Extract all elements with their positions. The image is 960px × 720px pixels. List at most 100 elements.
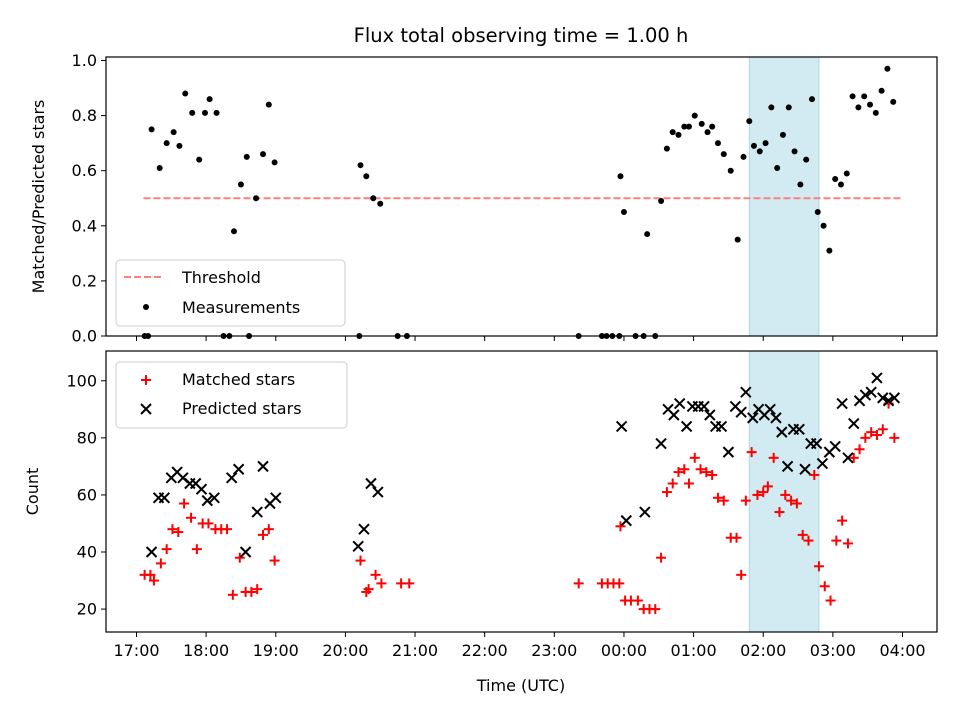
measurement-point <box>685 123 692 130</box>
matched-point <box>780 489 791 500</box>
matched-point <box>234 552 245 563</box>
matched-point <box>614 578 625 589</box>
predicted-point <box>715 420 728 433</box>
matched-point <box>813 561 824 572</box>
highlight-band <box>748 56 820 337</box>
x-tick-label: 23:00 <box>531 641 577 660</box>
measurement-point <box>768 104 775 111</box>
predicted-point <box>747 412 759 424</box>
y-tick-label: 60 <box>77 485 97 504</box>
matched-point <box>731 532 742 543</box>
matched-point <box>191 544 202 555</box>
measurement-point <box>884 65 891 72</box>
measurement-point <box>826 247 833 254</box>
matched-point <box>736 569 747 580</box>
legend-box <box>115 259 346 327</box>
matched-point <box>404 578 415 589</box>
predicted-series <box>145 372 901 558</box>
predicted-point <box>639 506 651 518</box>
legend-matched-label: Matched stars <box>182 370 295 389</box>
matched-point <box>573 578 584 589</box>
predicted-point <box>848 417 860 430</box>
measurement-point <box>803 156 810 163</box>
measurement-point <box>843 170 850 177</box>
predicted-point <box>195 483 208 495</box>
measurement-point <box>867 101 874 108</box>
matched-point <box>837 515 848 526</box>
measurement-point <box>176 142 183 149</box>
y-tick-label: 0.6 <box>72 161 97 180</box>
measurement-point <box>720 151 727 158</box>
predicted-point <box>655 437 667 450</box>
matched-point <box>167 524 178 535</box>
x-tick-label: 18:00 <box>183 641 229 660</box>
measurement-point <box>370 195 377 202</box>
legend-measurements-label: Measurements <box>182 298 300 317</box>
predicted-point <box>251 506 263 518</box>
x-axis-label: Time (UTC) <box>476 676 565 695</box>
legend-measurements-marker <box>143 304 149 310</box>
y-tick-label: 100 <box>66 371 97 390</box>
matched-point <box>179 498 190 509</box>
predicted-point <box>158 492 171 504</box>
predicted-point <box>698 400 710 413</box>
matched-point <box>363 584 374 595</box>
x-tick-label: 02:00 <box>740 641 786 660</box>
matched-point <box>355 555 366 566</box>
matched-point <box>246 586 257 597</box>
measurement-point <box>890 98 897 105</box>
matched-point <box>866 427 877 438</box>
predicted-point <box>764 403 776 416</box>
predicted-point <box>704 409 716 421</box>
measurement-point <box>791 148 798 155</box>
measurement-point <box>617 173 624 180</box>
matched-point <box>803 535 814 546</box>
measurement-point <box>196 156 203 163</box>
measurement-point <box>675 131 682 138</box>
top-legend: Threshold Measurements <box>115 259 346 327</box>
measurement-point <box>746 118 753 125</box>
measurement-point <box>762 140 769 147</box>
x-tick-label: 01:00 <box>671 641 717 660</box>
measurement-point <box>363 173 370 180</box>
measurement-point <box>206 96 213 103</box>
predicted-point <box>201 494 214 507</box>
predicted-point <box>842 452 854 464</box>
x-tick-label: 00:00 <box>601 641 647 660</box>
matched-point <box>774 507 785 518</box>
predicted-point <box>770 412 782 424</box>
measurement-point <box>849 93 856 100</box>
measurement-point <box>820 222 827 229</box>
y-tick-label: 0.2 <box>72 271 97 290</box>
measurement-point <box>669 129 676 136</box>
matched-point <box>148 575 159 586</box>
predicted-point <box>352 540 364 553</box>
bottom-legend: Matched stars Predicted stars <box>115 361 348 429</box>
predicted-point <box>859 389 872 401</box>
predicted-point <box>680 420 693 433</box>
x-tick-label: 17:00 <box>113 641 159 660</box>
legend-matched-marker <box>141 375 151 385</box>
measurement-point <box>156 164 163 171</box>
measurement-point <box>265 101 272 108</box>
matched-point <box>661 487 672 498</box>
matched-point <box>683 478 694 489</box>
measurement-point <box>837 181 844 188</box>
matched-point <box>370 569 381 580</box>
matched-point <box>871 429 882 440</box>
matched-point <box>252 584 263 595</box>
measurement-point <box>814 209 821 216</box>
predicted-point <box>735 406 747 418</box>
predicted-point <box>722 446 735 458</box>
predicted-point <box>882 395 895 407</box>
measurement-point <box>237 181 244 188</box>
predicted-point <box>799 463 811 475</box>
y-tick-label: 0.0 <box>72 327 97 346</box>
measurement-point <box>855 104 862 111</box>
measurement-point <box>872 109 879 116</box>
measurement-point <box>377 200 384 207</box>
chart-title: Flux total observing time = 1.00 h <box>354 24 689 47</box>
predicted-point <box>776 426 788 438</box>
y-axis-label: Matched/Predicted stars <box>29 100 48 294</box>
matched-point <box>222 524 233 535</box>
